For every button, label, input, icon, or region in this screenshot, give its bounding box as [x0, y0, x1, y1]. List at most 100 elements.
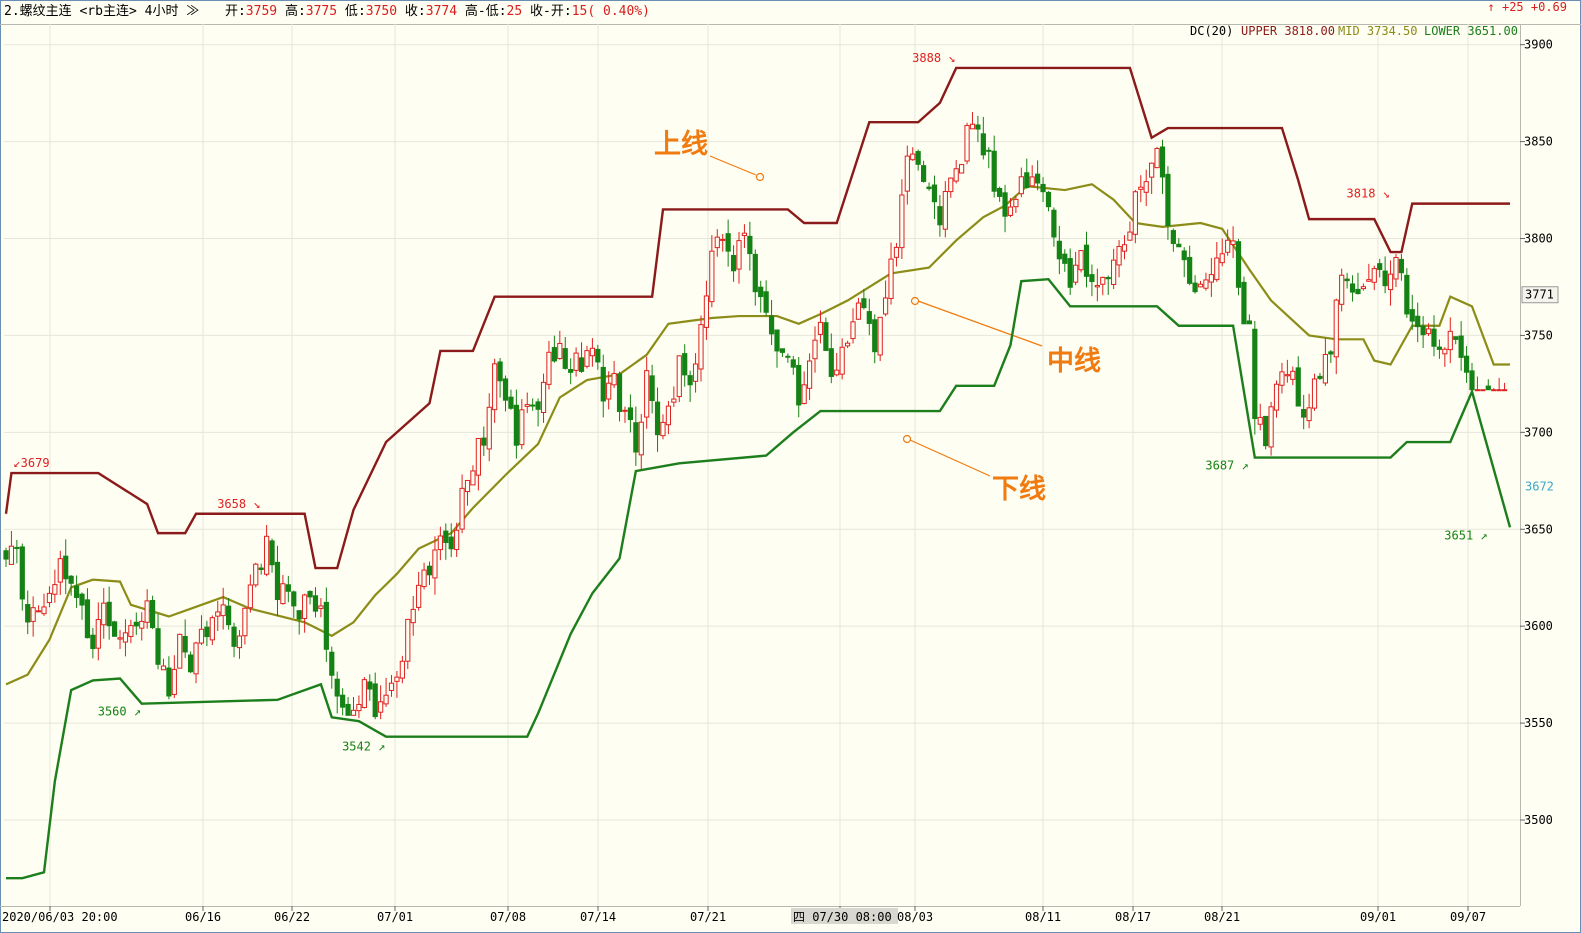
candle-body-up — [893, 246, 900, 258]
candle-body-up — [302, 594, 308, 619]
time-cursor-box[interactable] — [791, 908, 898, 924]
candle-body-down — [63, 555, 69, 580]
candle-body-up — [1442, 348, 1448, 355]
extreme-label-3560: 3560 ↗ — [98, 705, 141, 719]
candle-body-down — [991, 150, 997, 192]
candle-body-up — [1127, 231, 1133, 241]
candle-body-down — [182, 635, 188, 653]
candle-body-up — [584, 350, 590, 367]
close-value: 3774 — [425, 4, 458, 19]
candle-body-up — [589, 347, 595, 357]
candle-body-up — [1279, 371, 1285, 386]
candle-body-down — [1349, 283, 1356, 293]
candle-body-down — [372, 683, 378, 718]
candle-body-up — [101, 602, 107, 626]
candle-body-down — [578, 357, 585, 372]
candle-body-down — [149, 600, 156, 629]
candle-body-down — [323, 601, 329, 650]
candle-body-up — [318, 605, 324, 609]
candle-body-down — [188, 654, 194, 673]
candle-body-up — [8, 545, 15, 565]
candle-body-up — [524, 404, 530, 407]
candle-body-up — [910, 153, 916, 161]
candle-body-down — [1409, 309, 1415, 322]
candle-body-down — [226, 605, 232, 626]
time-axis[interactable]: 2020/06/03 20:00 06/16 06/22 07/01 07/08 07/1… — [2, 906, 1486, 924]
candle-body-down — [752, 253, 758, 293]
candle-body-down — [1377, 263, 1383, 270]
candle-body-up — [475, 437, 481, 476]
candle-body-down — [426, 565, 433, 576]
current-price-label: 3771 — [1525, 288, 1554, 302]
candle-body-down — [1431, 328, 1437, 347]
range-value: 25 — [506, 4, 523, 19]
candle-body-down — [763, 291, 769, 313]
candle-body-down — [481, 437, 487, 446]
candle-body-up — [122, 632, 129, 643]
mid-callout-leader — [917, 300, 1043, 347]
candle-body-up — [703, 295, 710, 328]
candle-body-up — [1149, 162, 1155, 178]
price-axis[interactable]: 3500 3550 3600 3650 3700 3750 3800 3850 3900 3771… — [1520, 38, 1559, 827]
upper-callout-label: 上线 — [654, 129, 708, 160]
current-price-box[interactable] — [1521, 286, 1559, 304]
candle-body-up — [1333, 299, 1339, 358]
candle-body-down — [1469, 370, 1475, 391]
candle-body-up — [855, 302, 862, 320]
candle-body-down — [1187, 256, 1193, 284]
candle-body-down — [725, 233, 731, 252]
candle-body-up — [644, 370, 650, 418]
candle-body-up — [1371, 268, 1377, 283]
candle-body-down — [508, 396, 514, 409]
candle-body-up — [676, 355, 682, 398]
candle-body-up — [1273, 383, 1280, 411]
candle-body-up — [1154, 147, 1160, 169]
candle-body-down — [790, 359, 796, 368]
candle-body-down — [926, 186, 932, 190]
candle-body-up — [1208, 274, 1214, 283]
candle-body-down — [269, 540, 275, 566]
candle-body-down — [296, 610, 302, 620]
lower-callout-leader — [909, 439, 991, 477]
candle-body-down — [1170, 230, 1176, 244]
change-value: 15( 0.40%) — [571, 4, 650, 19]
y-tick-label: 3750 — [1524, 328, 1553, 342]
extreme-label-3818: 3818 ↘ — [1347, 187, 1390, 201]
x-tick-label: 07/01 — [377, 910, 413, 924]
candle-body-up — [1007, 206, 1014, 216]
candle-body-up — [806, 360, 813, 389]
candle-body-down — [204, 626, 210, 638]
instrument-title[interactable]: 2.螺纹主连 <rb主连> 4小时 — [4, 4, 179, 19]
dropdown-icon[interactable]: ≫ — [186, 4, 200, 19]
candle-body-down — [1051, 209, 1057, 238]
candle-body-down — [1159, 146, 1166, 178]
candle-body-up — [35, 610, 42, 613]
candle-body-up — [817, 321, 824, 335]
candle-body-down — [866, 311, 872, 324]
candle-body-down — [1252, 328, 1258, 420]
lower-callout-label: 下线 — [992, 474, 1046, 505]
candle-body-up — [1290, 370, 1296, 380]
candle-body-up — [399, 660, 405, 679]
candle-body-down — [1317, 375, 1323, 379]
candle-body-up — [540, 381, 547, 413]
change-summary: ↑ +25 +0.69 — [1487, 0, 1567, 14]
x-tick-label: 06/22 — [274, 910, 310, 924]
y-tick-label: 3800 — [1524, 232, 1553, 246]
candle-body-up — [41, 606, 47, 615]
candle-body-down — [258, 567, 264, 570]
close-label: 收 — [404, 4, 418, 19]
candle-body-down — [562, 348, 568, 369]
lower-band-line — [6, 277, 1512, 880]
candle-body-down — [931, 184, 938, 203]
candle-body-down — [443, 530, 449, 544]
donchian-channel — [4, 66, 1512, 880]
candle-body-up — [720, 238, 726, 241]
candle-body-up — [492, 363, 498, 411]
extreme-label-3651: 3651 ↗ — [1444, 528, 1487, 542]
candle-body-down — [1192, 282, 1198, 293]
